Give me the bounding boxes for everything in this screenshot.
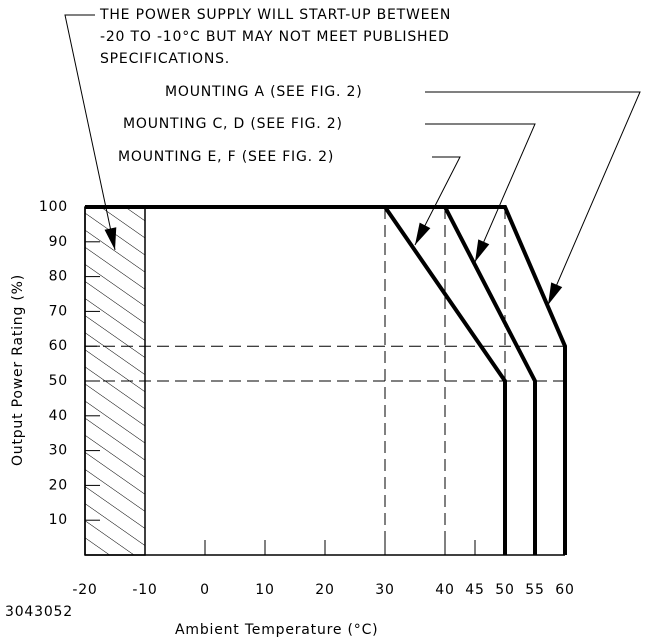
leader-head [415, 222, 431, 245]
leader-head [475, 239, 490, 262]
x-tick-label: 20 [315, 582, 334, 598]
series-label: MOUNTING A (SEE FIG. 2) [165, 84, 363, 100]
x-tick-label: -20 [72, 582, 97, 598]
x-axis-label: Ambient Temperature (°C) [175, 622, 378, 638]
y-tick-label: 50 [49, 373, 68, 389]
leader-head [548, 282, 563, 305]
note-leader-head [104, 227, 117, 250]
leader [425, 123, 536, 263]
note-line: -20 TO -10°C BUT MAY NOT MEET PUBLISHED [100, 29, 450, 45]
y-tick-label: 90 [49, 234, 68, 250]
series-label: MOUNTING E, F (SEE FIG. 2) [118, 149, 334, 165]
figure-id: 3043052 [5, 604, 73, 620]
y-tick-label: 20 [49, 477, 68, 493]
x-tick-label: 55 [525, 582, 544, 598]
note-leader [64, 14, 116, 251]
note-line: SPECIFICATIONS. [100, 51, 230, 67]
x-tick-label: 30 [375, 582, 394, 598]
note-line: THE POWER SUPPLY WILL START-UP BETWEEN [99, 7, 451, 23]
leader [414, 156, 461, 246]
leader [425, 91, 641, 306]
x-tick-label: 10 [255, 582, 274, 598]
series-label: MOUNTING C, D (SEE FIG. 2) [123, 116, 343, 132]
x-tick-label: 40 [435, 582, 454, 598]
y-tick-label: 80 [49, 269, 68, 285]
y-axis-label: Output Power Rating (%) [10, 274, 26, 466]
x-tick-label: 45 [465, 582, 484, 598]
series-line [85, 205, 507, 555]
x-tick-label: 0 [200, 582, 210, 598]
y-tick-label: 100 [39, 199, 68, 215]
y-tick-label: 60 [49, 338, 68, 354]
x-tick-label: -10 [132, 582, 157, 598]
y-tick-label: 10 [49, 512, 68, 528]
y-tick-label: 40 [49, 408, 68, 424]
x-tick-label: 60 [555, 582, 574, 598]
y-tick-label: 30 [49, 443, 68, 459]
x-tick-label: 50 [495, 582, 514, 598]
y-tick-label: 70 [49, 303, 68, 319]
